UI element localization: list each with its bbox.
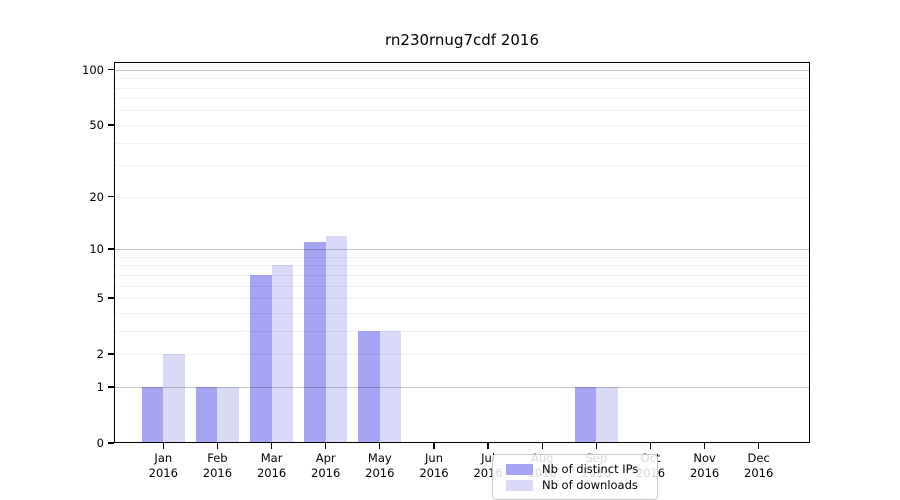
- bar-nb-of-downloads: [379, 330, 402, 443]
- bar-nb-of-distinct-ips: [141, 386, 164, 443]
- x-tick-mark: [649, 443, 652, 449]
- x-tick-month: Jul: [481, 451, 496, 465]
- y-tick-label: 5: [96, 291, 104, 305]
- y-tick-mark: [108, 442, 114, 444]
- bar-nb-of-distinct-ips: [358, 330, 380, 443]
- bar-nb-of-distinct-ips: [304, 242, 326, 443]
- y-tick-mark: [108, 248, 114, 250]
- bar-nb-of-distinct-ips: [250, 274, 272, 443]
- axes-frame: [114, 62, 810, 443]
- x-tick-mark: [216, 443, 219, 449]
- legend-item-distinct-ips: Nb of distinct IPs: [506, 461, 657, 476]
- x-tick-month: Mar: [260, 451, 283, 465]
- gridline-major: [114, 69, 810, 71]
- x-tick-label: Apr 2016: [298, 451, 354, 480]
- y-tick-mark: [108, 353, 114, 355]
- x-tick-year: 2016: [689, 465, 720, 480]
- gridline-minor: [114, 256, 810, 258]
- gridline-minor: [114, 196, 810, 198]
- y-tick-mark: [108, 386, 114, 388]
- x-tick-mark: [270, 443, 273, 449]
- gridline-minor: [114, 78, 810, 80]
- bar-nb-of-distinct-ips: [574, 386, 597, 443]
- x-tick-month: May: [367, 451, 392, 465]
- chart-title: rn230rnug7cdf 2016: [384, 31, 539, 49]
- y-tick-label: 0: [96, 436, 104, 450]
- x-tick-month: Nov: [693, 451, 716, 465]
- gridline-major: [114, 249, 810, 250]
- x-tick-mark: [703, 443, 706, 449]
- x-tick-mark: [379, 443, 381, 449]
- gridline-minor: [114, 165, 810, 167]
- bar-nb-of-downloads: [271, 265, 294, 443]
- legend-swatch-distinct-ips-icon: [506, 463, 533, 475]
- x-tick-mark: [325, 443, 327, 449]
- x-tick-year: 2016: [256, 465, 287, 480]
- legend-swatch-downloads-icon: [506, 479, 533, 491]
- y-tick-mark: [108, 124, 114, 126]
- y-tick-mark: [108, 297, 114, 299]
- x-tick-label: Jan 2016: [135, 451, 191, 480]
- y-tick-label: 20: [89, 189, 104, 204]
- legend-label-downloads: Nb of downloads: [542, 477, 638, 492]
- x-tick-label: Jun 2016: [406, 451, 462, 480]
- gridline-minor: [114, 330, 810, 332]
- bar-nb-of-downloads: [163, 354, 185, 443]
- y-tick-mark: [108, 196, 114, 198]
- gridline-minor: [114, 98, 810, 100]
- y-tick-label: 100: [82, 62, 104, 77]
- x-tick-mark: [758, 443, 760, 449]
- x-tick-label: Dec 2016: [731, 451, 787, 480]
- y-tick-label: 10: [89, 242, 104, 256]
- gridline-minor: [114, 298, 810, 299]
- x-tick-mark: [541, 443, 543, 449]
- bar-nb-of-downloads: [596, 386, 618, 443]
- x-tick-year: 2016: [311, 465, 341, 480]
- gridline-minor: [114, 354, 810, 356]
- x-tick-month: Apr: [315, 451, 336, 465]
- x-tick-label: May 2016: [352, 451, 408, 480]
- bar-nb-of-downloads: [217, 386, 239, 443]
- gridline-minor: [114, 274, 810, 276]
- x-tick-mark: [433, 443, 435, 449]
- x-tick-label: Nov 2016: [677, 451, 733, 480]
- x-tick-month: Jan: [154, 451, 173, 465]
- x-tick-mark: [487, 443, 489, 449]
- gridline-minor: [114, 110, 810, 112]
- gridline-minor: [114, 124, 810, 126]
- x-tick-mark: [595, 443, 597, 449]
- y-tick-label: 2: [96, 347, 104, 362]
- y-tick-label: 50: [89, 117, 104, 132]
- x-tick-label: Mar 2016: [244, 451, 300, 480]
- bar-nb-of-downloads: [325, 235, 348, 443]
- y-tick-mark: [108, 68, 114, 71]
- gridline-minor: [114, 285, 810, 287]
- x-tick-year: 2016: [744, 465, 774, 480]
- y-tick-label: 1: [96, 379, 104, 394]
- x-tick-year: 2016: [202, 465, 233, 480]
- x-tick-year: 2016: [148, 465, 178, 480]
- x-tick-mark: [162, 443, 164, 449]
- x-tick-month: Dec: [747, 451, 770, 465]
- gridline-minor: [114, 312, 810, 314]
- legend-label-distinct-ips: Nb of distinct IPs: [542, 461, 639, 476]
- x-tick-month: Feb: [207, 451, 228, 465]
- x-tick-year: 2016: [419, 465, 449, 480]
- x-tick-year: 2016: [365, 465, 395, 480]
- x-tick-label: Feb 2016: [189, 451, 245, 480]
- bar-nb-of-distinct-ips: [195, 386, 218, 443]
- gridline-minor: [114, 87, 810, 89]
- gridline-major: [114, 386, 810, 388]
- plot-area: Nb of distinct IPs Nb of downloads: [114, 62, 810, 500]
- x-tick-month: Jun: [425, 451, 443, 465]
- legend-item-downloads: Nb of downloads: [506, 477, 657, 492]
- legend: Nb of distinct IPs Nb of downloads: [492, 454, 658, 500]
- gridline-minor: [114, 265, 810, 267]
- gridline-minor: [114, 142, 810, 144]
